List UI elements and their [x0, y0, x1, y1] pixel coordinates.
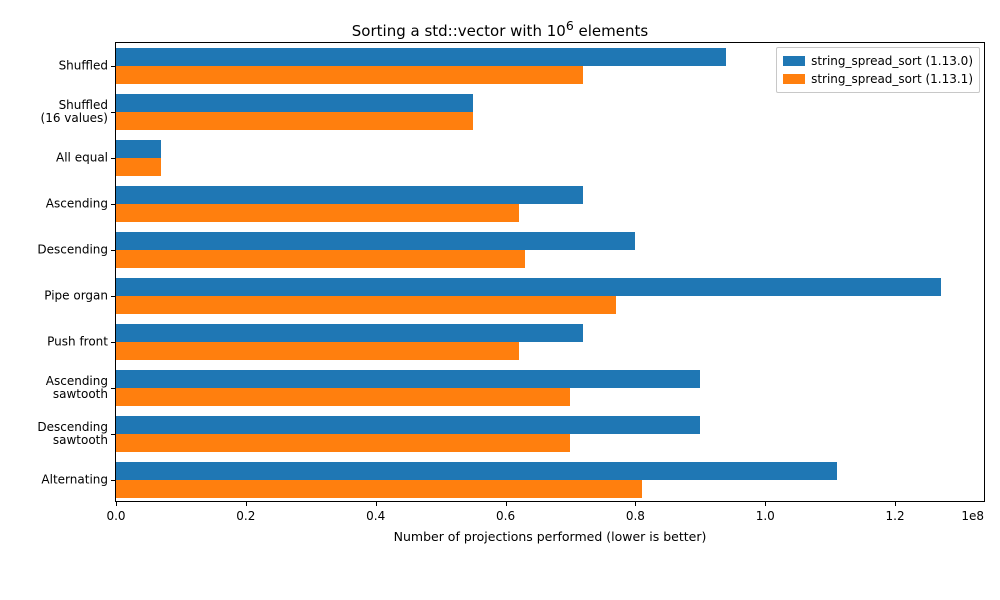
bar	[116, 342, 519, 360]
bar	[116, 462, 837, 480]
y-tick-label: Ascending	[46, 197, 108, 210]
x-tick-label: 0.4	[366, 509, 385, 523]
bar	[116, 296, 616, 314]
legend-item: string_spread_sort (1.13.1)	[783, 70, 973, 88]
y-tick-label: Shuffled	[59, 59, 108, 72]
legend-label: string_spread_sort (1.13.1)	[811, 70, 973, 88]
bar	[116, 388, 570, 406]
y-tick-label: Push front	[47, 335, 108, 348]
x-tick	[506, 501, 507, 506]
bar	[116, 434, 570, 452]
x-tick-label: 0.8	[626, 509, 645, 523]
x-tick	[116, 501, 117, 506]
legend-swatch	[783, 74, 805, 84]
x-tick-label: 0.0	[106, 509, 125, 523]
bar	[116, 480, 642, 498]
x-tick	[895, 501, 896, 506]
y-tick-label: Ascending sawtooth	[46, 375, 108, 401]
bar	[116, 250, 525, 268]
x-tick	[765, 501, 766, 506]
bar	[116, 204, 519, 222]
x-tick	[635, 501, 636, 506]
x-tick-label: 0.2	[236, 509, 255, 523]
x-tick	[246, 501, 247, 506]
x-tick-label: 1.0	[756, 509, 775, 523]
bar	[116, 112, 473, 130]
y-tick-label: Shuffled (16 values)	[41, 99, 108, 125]
bar	[116, 416, 700, 434]
bar	[116, 370, 700, 388]
x-axis-label: Number of projections performed (lower i…	[116, 529, 984, 544]
bar	[116, 232, 635, 250]
y-tick-label: Alternating	[41, 473, 108, 486]
bar	[116, 278, 941, 296]
chart-title: Sorting a std::vector with 106 elements	[0, 18, 1000, 40]
x-tick-label: 0.6	[496, 509, 515, 523]
legend-swatch	[783, 56, 805, 66]
legend-item: string_spread_sort (1.13.0)	[783, 52, 973, 70]
bar	[116, 66, 583, 84]
x-tick-label: 1.2	[886, 509, 905, 523]
bar	[116, 140, 161, 158]
bar	[116, 94, 473, 112]
x-tick	[376, 501, 377, 506]
y-tick-label: Descending	[37, 243, 108, 256]
x-axis-offset-text: 1e8	[961, 509, 984, 523]
bar	[116, 48, 726, 66]
plot-area: Number of projections performed (lower i…	[115, 42, 985, 502]
bar	[116, 186, 583, 204]
legend-label: string_spread_sort (1.13.0)	[811, 52, 973, 70]
bar	[116, 324, 583, 342]
y-tick-label: Descending sawtooth	[37, 421, 108, 447]
y-tick-label: Pipe organ	[44, 289, 108, 302]
y-tick-label: All equal	[56, 151, 108, 164]
chart-container: Sorting a std::vector with 106 elements …	[0, 0, 1000, 600]
legend: string_spread_sort (1.13.0)string_spread…	[776, 47, 980, 93]
bar	[116, 158, 161, 176]
